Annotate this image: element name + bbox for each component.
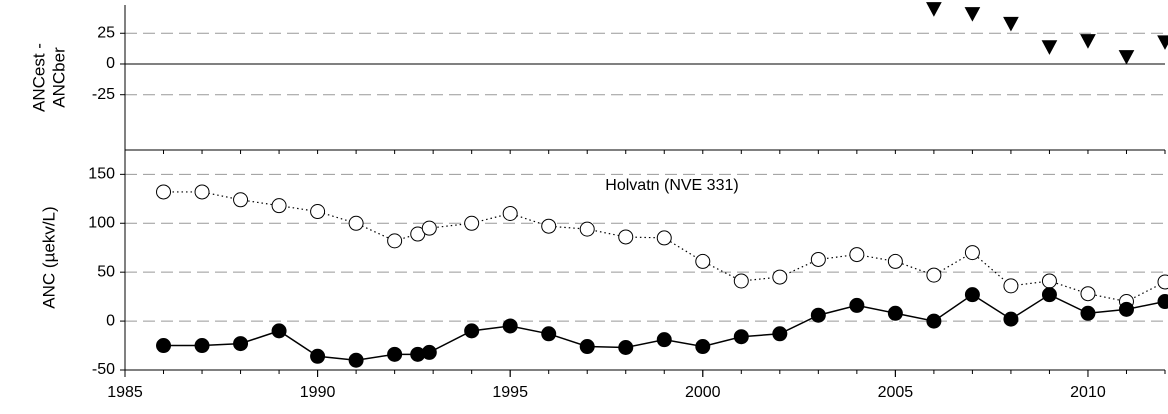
- marker: [887, 305, 903, 321]
- x-tick-label: 1985: [107, 384, 143, 401]
- marker: [1003, 16, 1019, 32]
- y-axis-label: ANCest -: [29, 43, 48, 112]
- marker: [1003, 311, 1019, 327]
- line: [163, 191, 1166, 303]
- marker: [387, 233, 403, 249]
- marker: [194, 184, 210, 200]
- marker: [421, 220, 437, 236]
- marker: [541, 218, 557, 234]
- marker: [271, 323, 287, 339]
- marker: [233, 192, 249, 208]
- marker: [1118, 301, 1134, 317]
- marker: [964, 287, 980, 303]
- marker: [618, 229, 634, 245]
- marker: [964, 7, 981, 22]
- line: [163, 293, 1166, 361]
- marker: [964, 245, 980, 261]
- marker: [656, 332, 672, 348]
- y-tick-label: 25: [97, 24, 115, 41]
- y-tick-label: 0: [106, 312, 115, 329]
- y-tick-label: 100: [88, 214, 115, 231]
- marker: [233, 336, 249, 352]
- marker: [1041, 273, 1057, 289]
- y-tick-label: 50: [97, 263, 115, 280]
- y-tick-label: -25: [92, 86, 115, 103]
- marker: [579, 339, 595, 355]
- marker: [733, 273, 749, 289]
- marker: [1157, 274, 1168, 290]
- y-axis-label: ANC (µekv/L): [39, 206, 58, 308]
- marker: [926, 2, 942, 17]
- marker: [348, 352, 364, 368]
- marker: [926, 267, 942, 283]
- y-tick-label: 150: [88, 166, 115, 183]
- marker: [1157, 35, 1168, 50]
- marker: [772, 269, 788, 285]
- marker: [1118, 50, 1135, 65]
- annotation: Holvatn (NVE 331): [605, 177, 738, 194]
- x-tick-label: 1995: [492, 384, 528, 401]
- marker: [310, 204, 326, 220]
- marker: [348, 215, 364, 231]
- marker: [656, 230, 672, 246]
- marker: [1080, 34, 1096, 49]
- y-tick-label: 0: [106, 55, 115, 72]
- marker: [421, 344, 437, 360]
- marker: [810, 307, 826, 323]
- marker: [1041, 287, 1057, 303]
- x-tick-label: 2000: [685, 384, 721, 401]
- marker: [156, 184, 172, 200]
- marker: [387, 346, 403, 362]
- marker: [849, 247, 865, 263]
- marker: [926, 313, 942, 329]
- marker: [733, 329, 749, 345]
- marker: [194, 338, 210, 354]
- x-tick-label: 1990: [300, 384, 336, 401]
- marker: [1157, 294, 1168, 310]
- marker: [695, 339, 711, 355]
- marker: [810, 251, 826, 267]
- marker: [310, 348, 326, 364]
- y-axis-label: ANCber: [49, 47, 68, 108]
- marker: [579, 221, 595, 237]
- marker: [887, 253, 903, 269]
- x-tick-label: 2005: [878, 384, 914, 401]
- marker: [156, 338, 172, 354]
- marker: [541, 326, 557, 342]
- marker: [849, 297, 865, 313]
- marker: [502, 318, 518, 334]
- marker: [695, 253, 711, 269]
- marker: [618, 340, 634, 355]
- marker: [271, 198, 287, 214]
- marker: [502, 205, 518, 221]
- y-tick-label: -50: [92, 361, 115, 378]
- marker: [1080, 305, 1096, 321]
- marker: [464, 323, 480, 339]
- marker: [1080, 286, 1096, 302]
- marker: [1041, 40, 1058, 55]
- marker: [772, 326, 788, 342]
- marker: [464, 215, 480, 231]
- marker: [1003, 278, 1019, 294]
- x-tick-label: 2010: [1070, 384, 1106, 401]
